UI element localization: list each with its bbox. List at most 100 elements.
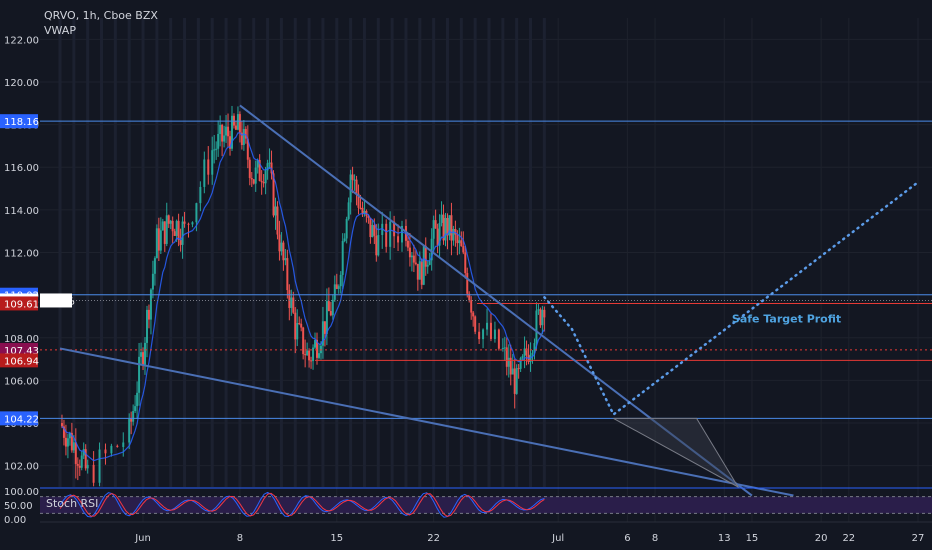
price-tag-label: 118.16 [4,117,39,128]
candle-body [314,339,317,348]
candle-body [207,159,210,175]
candle-body [179,239,182,245]
price-tag [0,353,38,368]
candle-body [82,449,85,456]
x-tick-label: Jun [134,533,151,544]
candle-body [316,339,319,358]
candle-body [482,329,485,340]
candle-body [310,360,313,362]
candle-body [181,221,184,245]
candle-body [138,356,141,393]
candle-body [169,220,172,224]
candle-body [519,358,522,369]
candle-body [335,284,338,289]
candle-body [327,301,330,312]
candle-body [296,323,299,340]
candle-body [74,442,77,464]
change-tag-label: 8.09% [43,296,75,307]
price-tag-label: 107.43 [4,346,39,357]
candle-body [442,214,445,241]
candle-body [72,442,75,451]
candle-body [144,342,147,365]
candle-body [280,242,283,252]
candle-body [353,179,356,181]
candle-body [450,215,453,241]
candle-body [294,312,297,340]
price-tag [0,114,38,129]
x-tick-label: 15 [746,533,759,544]
candle-body [68,432,71,439]
x-tick-label: 6 [624,533,630,544]
candle-body [238,114,241,133]
candle-body [456,234,459,244]
candle-body [110,445,113,454]
candle-body [195,203,198,223]
x-tick-label: 8 [652,533,658,544]
candle-body [230,115,233,149]
candle-body [325,301,328,334]
candle-body [452,229,455,241]
candle-body [448,215,451,236]
candle-body [250,178,253,180]
y-tick-label: 122.00 [4,35,39,46]
candle-body [240,132,243,145]
candle-body [347,202,350,219]
candle-body [466,273,469,294]
x-tick-label: 20 [815,533,828,544]
candle-body [537,309,540,311]
candle-body [363,210,366,214]
candle-body [191,222,194,225]
candle-body [511,368,514,375]
candle-body [486,322,489,330]
candle-body [438,222,441,246]
trendline [59,347,794,497]
candle-body [62,426,65,438]
candle-body [351,174,354,180]
annotation-label: Safe Target Profit [732,313,841,326]
candle-body [401,225,404,243]
candle-body [155,228,158,259]
candle-body [84,449,87,469]
candle-body [268,162,271,164]
candle-body [142,352,145,365]
candle-body [183,221,186,224]
candle-body [242,128,245,145]
candle-body [288,290,291,308]
candle-body [525,348,528,356]
stoch-rsi-label: Stoch RSI [46,497,98,510]
candle-body [149,289,152,320]
candle-body [151,273,154,290]
candle-body [64,437,67,447]
candle-body [284,258,287,261]
candle-body [213,149,216,151]
stoch-k-line [59,491,545,518]
candle-body [543,309,546,318]
candle-body [147,309,150,320]
candle-body [153,258,156,274]
candle-body [122,442,125,447]
candle-body [416,263,419,280]
candle-body [515,368,518,394]
candle-body [507,357,510,367]
candle-body [478,331,481,340]
candle-body [462,246,465,253]
candle-body [371,225,374,238]
candle-body [300,323,303,328]
candle-body [312,347,315,362]
candle-body [167,215,170,224]
candle-body [345,218,348,239]
trendlines [59,104,794,497]
x-tick-label: 15 [330,533,343,544]
candle-body [523,348,526,357]
candle-body [136,392,139,407]
candle-body [464,252,467,274]
x-tick-label: 22 [842,533,855,544]
y-tick-label: 120.00 [4,78,39,89]
candle-body [389,221,392,247]
candle-body [434,220,437,229]
indicator-label: VWAP [44,24,76,37]
candle-body [424,245,427,267]
trendline [239,104,753,497]
candle-body [86,464,89,469]
